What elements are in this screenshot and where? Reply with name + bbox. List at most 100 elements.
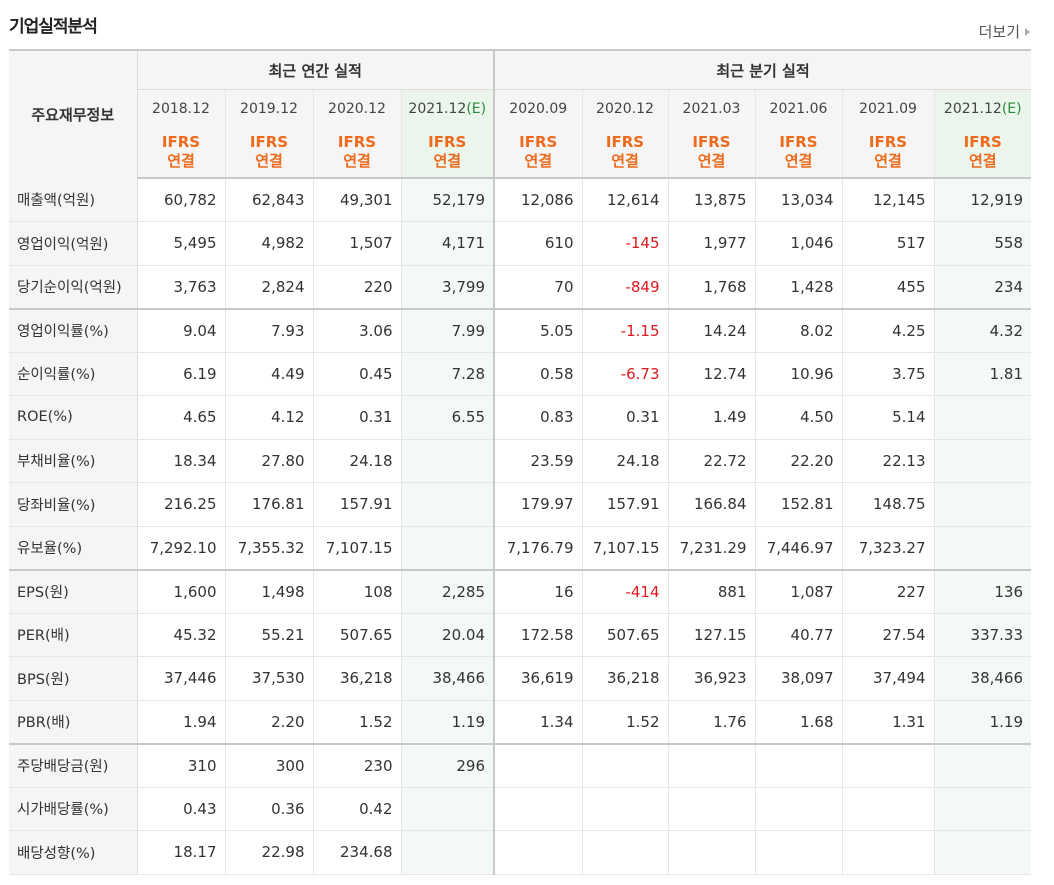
chevron-right-icon: [1025, 28, 1030, 36]
table-cell: 14.24: [667, 308, 755, 353]
table-cell: 4.32: [933, 308, 1032, 353]
table-cell: 22.20: [754, 439, 842, 483]
table-cell: 23.59: [494, 439, 582, 483]
table-cell: [933, 743, 1032, 788]
table-cell: 36,923: [667, 656, 755, 701]
table-cell: 24.18: [312, 439, 401, 483]
table-cell: 5.05: [494, 308, 582, 353]
consolidated-label: 연결: [433, 152, 462, 170]
period-label: 2021.12: [943, 100, 1002, 117]
table-row: 시가배당률(%) 0.43 0.36 0.42: [9, 787, 1032, 831]
table-cell: 22.72: [667, 439, 755, 483]
ifrs-header: IFRS 연결: [400, 127, 495, 179]
period-label: 2020.09: [509, 100, 568, 117]
table-row: BPS(원) 37,446 37,530 36,218 38,466 36,619 36,2…: [9, 656, 1032, 701]
table-cell: [400, 787, 495, 831]
table-cell: -849: [581, 265, 668, 310]
table-row: ROE(%) 4.65 4.12 0.31 6.55 0.83 0.31 1.49 4.50 5.…: [9, 395, 1032, 440]
table-cell: 1,428: [754, 265, 842, 310]
table-cell: 36,619: [494, 656, 582, 701]
consolidated-label: 연결: [874, 152, 902, 170]
table-cell: [933, 787, 1032, 831]
table-cell: 4,982: [224, 221, 313, 266]
table-cell: 7,292.10: [136, 526, 225, 571]
table-row: 유보율(%) 7,292.10 7,355.32 7,107.15 7,176.79 7,…: [9, 526, 1032, 571]
table-cell: 3,799: [400, 265, 495, 310]
table-row: 영업이익(억원) 5,495 4,982 1,507 4,171 610 -145 1,977…: [9, 221, 1032, 266]
period-header: 2020.12: [581, 89, 668, 127]
table-cell: 0.43: [136, 787, 225, 831]
table-cell: 22.98: [224, 830, 313, 875]
table-cell: 12,919: [933, 178, 1032, 222]
table-cell: [400, 439, 495, 483]
table-cell: 27.54: [841, 613, 934, 657]
table-cell: 55.21: [224, 613, 313, 657]
consolidated-label: 연결: [343, 152, 371, 170]
table-cell: [933, 482, 1032, 527]
table-row: PBR(배) 1.94 2.20 1.52 1.19 1.34 1.52 1.76 1.68 1.…: [9, 700, 1032, 745]
more-link[interactable]: 더보기: [979, 21, 1030, 42]
table-cell: 610: [494, 221, 582, 266]
table-cell: 6.19: [136, 352, 225, 396]
table-cell: 2.20: [224, 700, 313, 745]
row-label: 당기순이익(억원): [9, 265, 138, 310]
table-cell: 507.65: [312, 613, 401, 657]
ifrs-header: IFRS 연결: [494, 127, 582, 179]
table-cell: 52,179: [400, 178, 495, 222]
table-row: PER(배) 45.32 55.21 507.65 20.04 172.58 507.65 1…: [9, 613, 1032, 657]
table-cell: 0.83: [494, 395, 582, 440]
period-header: 2021.03: [667, 89, 755, 127]
table-cell: 12,086: [494, 178, 582, 222]
period-label: 2021.12: [408, 100, 467, 117]
table-cell: 127.15: [667, 613, 755, 657]
table-cell: 7,107.15: [312, 526, 401, 571]
table-cell: 8.02: [754, 308, 842, 353]
table-cell: [933, 439, 1032, 483]
table-cell: 176.81: [224, 482, 313, 527]
table-cell: [754, 743, 842, 788]
table-row: 순이익률(%) 6.19 4.49 0.45 7.28 0.58 -6.73 12.74 10.…: [9, 352, 1032, 396]
table-cell: 517: [841, 221, 934, 266]
ifrs-label: IFRS: [428, 133, 467, 151]
period-label: 2021.09: [859, 100, 917, 117]
table-cell: 157.91: [312, 482, 401, 527]
group-quarter: 최근 분기 실적: [494, 49, 1032, 90]
table-cell: [400, 526, 495, 571]
table-cell: 1,977: [667, 221, 755, 266]
table-cell: -6.73: [581, 352, 668, 396]
table-cell: 12.74: [667, 352, 755, 396]
consolidated-label: 연결: [524, 152, 553, 170]
table-cell: 3.06: [312, 308, 401, 353]
table-cell: 227: [841, 569, 934, 614]
table-cell: 18.34: [136, 439, 225, 483]
row-label: BPS(원): [9, 656, 138, 701]
row-label: ROE(%): [9, 395, 138, 440]
table-cell: [494, 830, 582, 875]
ifrs-label: IFRS: [868, 133, 908, 151]
table-cell: [581, 787, 668, 831]
table-cell: 108: [312, 569, 401, 614]
table-cell: 37,494: [841, 656, 934, 701]
table-cell: 455: [841, 265, 934, 310]
table-cell: 3.75: [841, 352, 934, 396]
table-cell: [667, 830, 755, 875]
table-cell: 2,824: [224, 265, 313, 310]
table-cell: 1.68: [754, 700, 842, 745]
table-cell: 3,763: [136, 265, 225, 310]
table-cell: 0.31: [581, 395, 668, 440]
table-cell: 12,145: [841, 178, 934, 222]
table-cell: 7.28: [400, 352, 495, 396]
estimate-mark: (E): [1001, 100, 1022, 117]
table-cell: 220: [312, 265, 401, 310]
row-label: PBR(배): [9, 700, 138, 745]
table-cell: 296: [400, 743, 495, 788]
table-cell: [667, 787, 755, 831]
row-label: 영업이익률(%): [9, 308, 138, 353]
period-header: 2020.12: [312, 89, 401, 127]
table-cell: 4.50: [754, 395, 842, 440]
table-cell: 7,446.97: [754, 526, 842, 571]
table-cell: 234: [933, 265, 1032, 310]
row-label: 영업이익(억원): [9, 221, 138, 266]
table-cell: [841, 830, 934, 875]
table-cell: 2,285: [400, 569, 495, 614]
